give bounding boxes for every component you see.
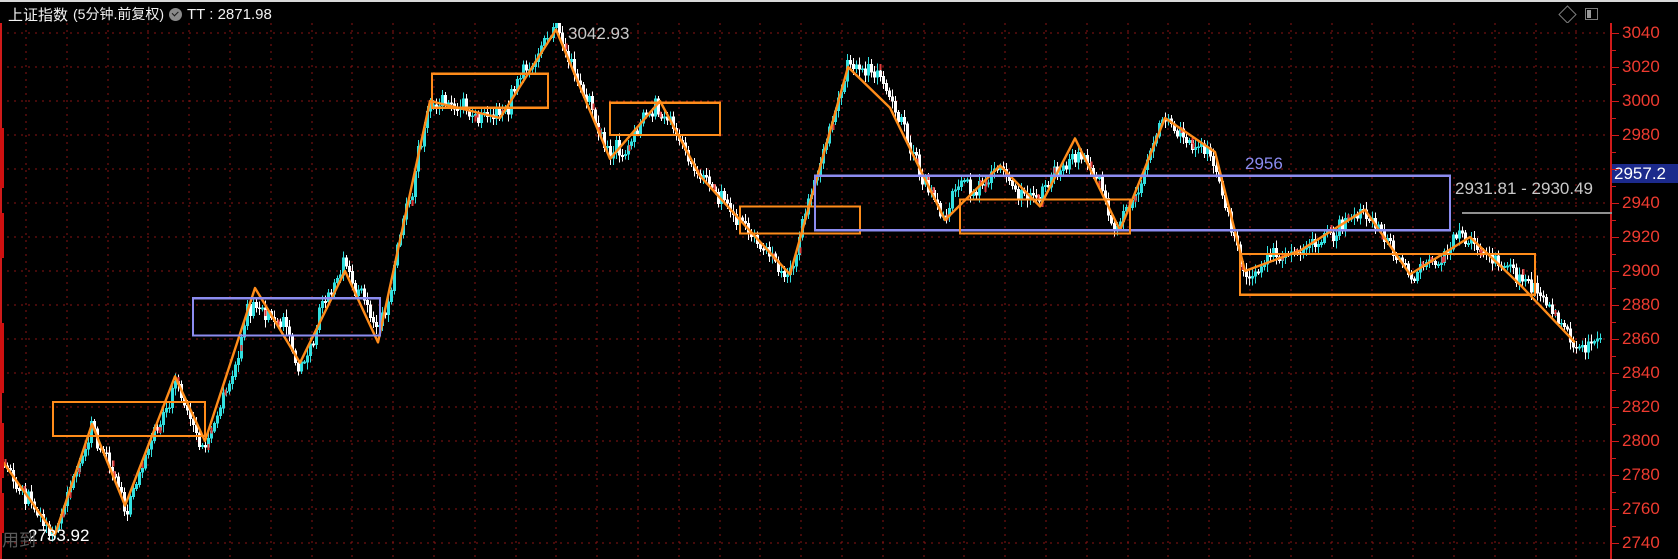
axis-minor-tick [1612, 220, 1616, 221]
box-6 [813, 174, 1452, 232]
axis-tick-label: 2780 [1622, 465, 1660, 484]
edge-marker [0, 213, 4, 258]
axis-tick-mark [1612, 407, 1619, 408]
axis-tick-mark [1612, 203, 1619, 204]
annotation-boxes [51, 72, 1537, 437]
axis-minor-tick [1612, 84, 1616, 85]
axis-tick-label: 3040 [1622, 23, 1660, 42]
last-price-badge: 2957.2 [1612, 163, 1678, 183]
price-axis-line [1610, 23, 1612, 559]
axis-tick-mark [1612, 135, 1619, 136]
diamond-icon[interactable] [1558, 4, 1577, 24]
range-annotation: 2931.81 - 2930.49 [1455, 179, 1594, 198]
edge-marker [0, 323, 4, 393]
indicator-value-label: TT : 2871.98 [187, 5, 272, 23]
axis-minor-tick [1612, 424, 1616, 425]
axis-minor-tick [1612, 492, 1616, 493]
watermark-text: 用到 [2, 531, 36, 550]
axis-tick-label: 2900 [1622, 261, 1660, 280]
box-4 [608, 101, 722, 137]
grid-lines [0, 23, 1610, 559]
edge-marker [0, 493, 4, 533]
axis-tick-mark [1612, 441, 1619, 442]
high-price-annotation: 3042.93 [568, 24, 630, 43]
axis-tick-mark [1612, 475, 1619, 476]
axis-tick-label: 2820 [1622, 397, 1660, 416]
box-5 [738, 205, 862, 235]
axis-tick-mark [1612, 509, 1619, 510]
price-axis[interactable]: 2957.2 3040 3020 3000 2980 2940 2920 2900 2880 2… [1612, 23, 1678, 559]
axis-tick-mark [1612, 373, 1619, 374]
box-2 [191, 297, 382, 337]
axis-tick-mark [1612, 339, 1619, 340]
red-candle-accents [4, 43, 1557, 518]
axis-tick-label: 2800 [1622, 431, 1660, 450]
blue-level-annotation: 2956 [1245, 154, 1283, 173]
axis-tick-label: 2940 [1622, 193, 1660, 212]
box-8 [1238, 252, 1537, 296]
axis-tick-mark [1612, 67, 1619, 68]
axis-tick-mark [1612, 543, 1619, 544]
axis-tick-label: 2760 [1622, 499, 1660, 518]
axis-tick-label: 2980 [1622, 125, 1660, 144]
chart-canvas [0, 23, 1610, 559]
symbol-header[interactable]: 上证指数 (5分钟.前复权) TT : 2871.98 [8, 3, 272, 25]
axis-minor-tick [1612, 186, 1616, 187]
axis-minor-tick [1612, 526, 1616, 527]
axis-minor-tick [1612, 50, 1616, 51]
edge-marker [0, 128, 4, 188]
axis-minor-tick [1612, 288, 1616, 289]
low-price-annotation: 2733.92 [28, 526, 90, 545]
axis-tick-label: 2860 [1622, 329, 1660, 348]
axis-minor-tick [1612, 152, 1616, 153]
zigzag-overlay [0, 28, 1576, 536]
axis-tick-mark [1612, 271, 1619, 272]
axis-tick-label: 3000 [1622, 91, 1660, 110]
left-axis-line [0, 23, 2, 559]
chart-title-bar: 上证指数 (5分钟.前复权) TT : 2871.98 [0, 0, 1678, 25]
box-1 [51, 400, 207, 437]
axis-tick-label: 2880 [1622, 295, 1660, 314]
axis-minor-tick [1612, 322, 1616, 323]
axis-minor-tick [1612, 254, 1616, 255]
axis-minor-tick [1612, 118, 1616, 119]
panel-toggle-icon[interactable] [1585, 8, 1598, 20]
chart-plot-area[interactable] [0, 23, 1610, 559]
box-7 [958, 198, 1132, 235]
axis-tick-label: 2920 [1622, 227, 1660, 246]
gray-level-line [1462, 212, 1612, 214]
axis-tick-mark [1612, 237, 1619, 238]
symbol-period: (5分钟.前复权) [73, 6, 165, 22]
axis-minor-tick [1612, 390, 1616, 391]
axis-tick-mark [1612, 101, 1619, 102]
axis-tick-mark [1612, 169, 1619, 170]
edge-marker [0, 423, 4, 478]
check-circle-icon[interactable] [169, 7, 183, 21]
axis-tick-mark [1612, 305, 1619, 306]
axis-tick-mark [1612, 33, 1619, 34]
axis-tick-label: 2840 [1622, 363, 1660, 382]
axis-minor-tick [1612, 458, 1616, 459]
axis-tick-label: 2740 [1622, 533, 1660, 552]
symbol-name: 上证指数 [8, 6, 69, 24]
axis-minor-tick [1612, 356, 1616, 357]
titlebar-icons [1558, 4, 1598, 24]
box-3 [430, 72, 550, 109]
axis-tick-label: 3020 [1622, 57, 1660, 76]
